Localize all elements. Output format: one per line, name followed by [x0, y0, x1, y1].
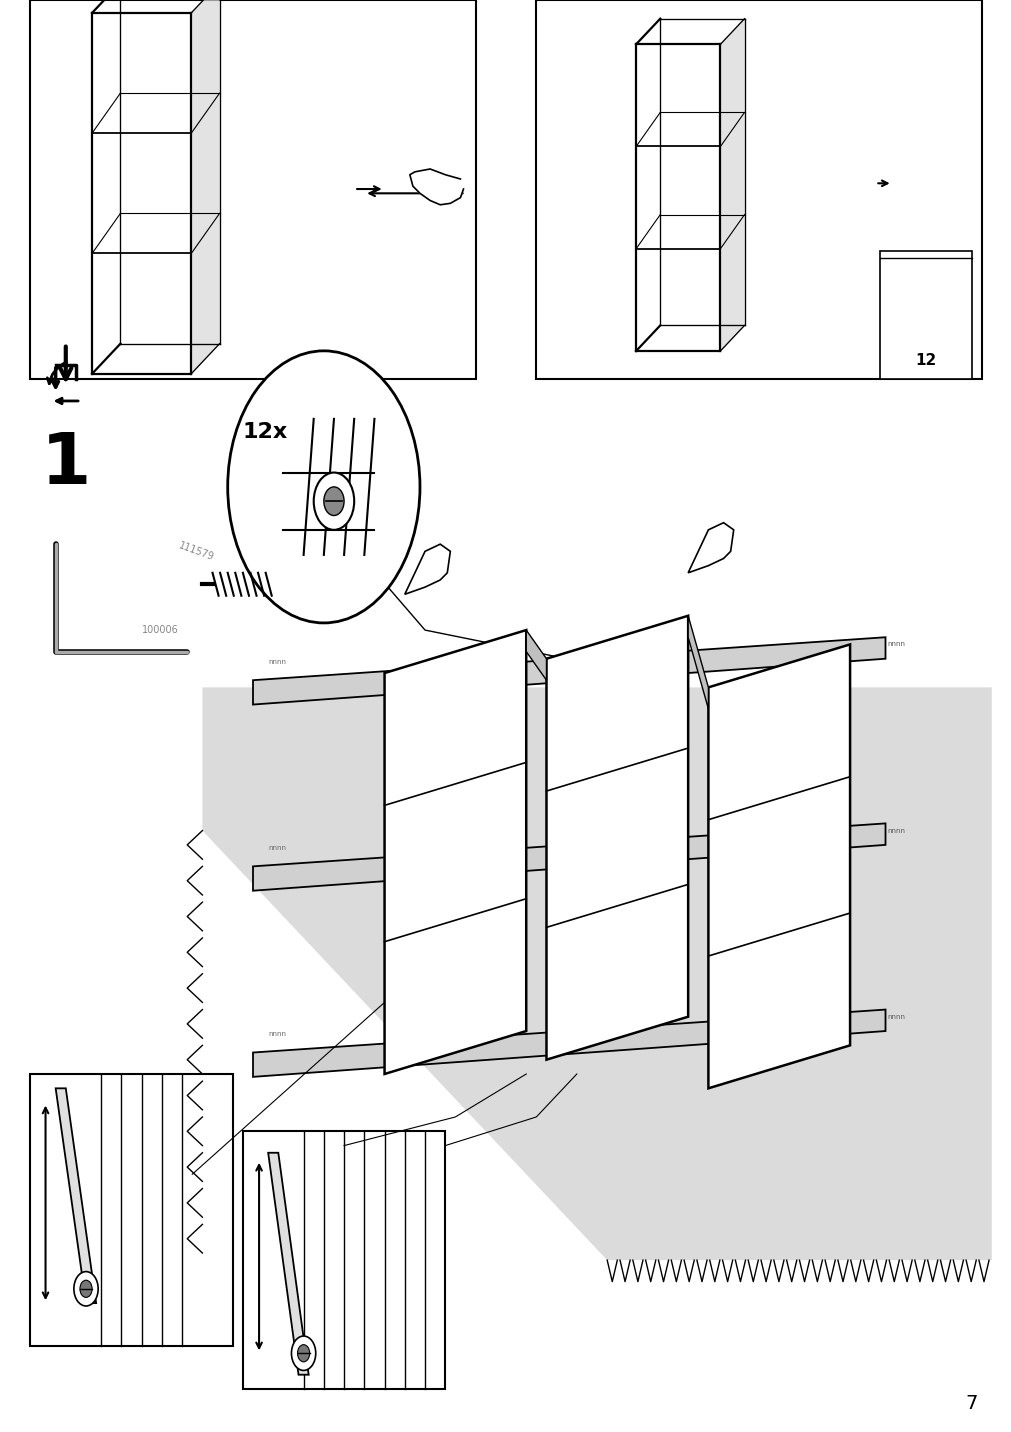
Text: 12: 12	[915, 354, 935, 368]
Text: 1: 1	[40, 430, 91, 498]
Polygon shape	[720, 19, 744, 351]
Polygon shape	[253, 823, 885, 891]
Polygon shape	[526, 630, 546, 680]
Circle shape	[324, 487, 344, 516]
Polygon shape	[191, 0, 219, 374]
Polygon shape	[546, 616, 687, 1060]
Polygon shape	[409, 169, 463, 205]
Text: nnnn: nnnn	[268, 1031, 286, 1037]
FancyBboxPatch shape	[30, 1074, 233, 1346]
Polygon shape	[268, 1153, 308, 1375]
FancyBboxPatch shape	[30, 0, 475, 379]
Polygon shape	[253, 1010, 885, 1077]
Polygon shape	[384, 630, 526, 1074]
Polygon shape	[202, 687, 991, 1260]
Circle shape	[227, 351, 420, 623]
Polygon shape	[56, 1088, 96, 1303]
Text: nnnn: nnnn	[887, 828, 905, 833]
Circle shape	[313, 473, 354, 530]
FancyBboxPatch shape	[880, 251, 971, 379]
Polygon shape	[253, 637, 885, 705]
Text: 100006: 100006	[142, 626, 178, 634]
FancyBboxPatch shape	[243, 1131, 445, 1389]
Circle shape	[74, 1272, 98, 1306]
Polygon shape	[687, 523, 733, 573]
Polygon shape	[404, 544, 450, 594]
Text: nnnn: nnnn	[268, 659, 286, 664]
Text: nnnn: nnnn	[887, 1014, 905, 1020]
Circle shape	[80, 1280, 92, 1297]
Text: nnnn: nnnn	[268, 845, 286, 851]
Circle shape	[291, 1336, 315, 1370]
Text: 7: 7	[964, 1393, 977, 1413]
Polygon shape	[708, 644, 849, 1088]
Text: 12x: 12x	[243, 422, 288, 442]
Text: nnnn: nnnn	[887, 642, 905, 647]
Polygon shape	[687, 616, 708, 709]
Text: 111579: 111579	[177, 540, 215, 563]
Circle shape	[297, 1345, 309, 1362]
FancyBboxPatch shape	[536, 0, 981, 379]
